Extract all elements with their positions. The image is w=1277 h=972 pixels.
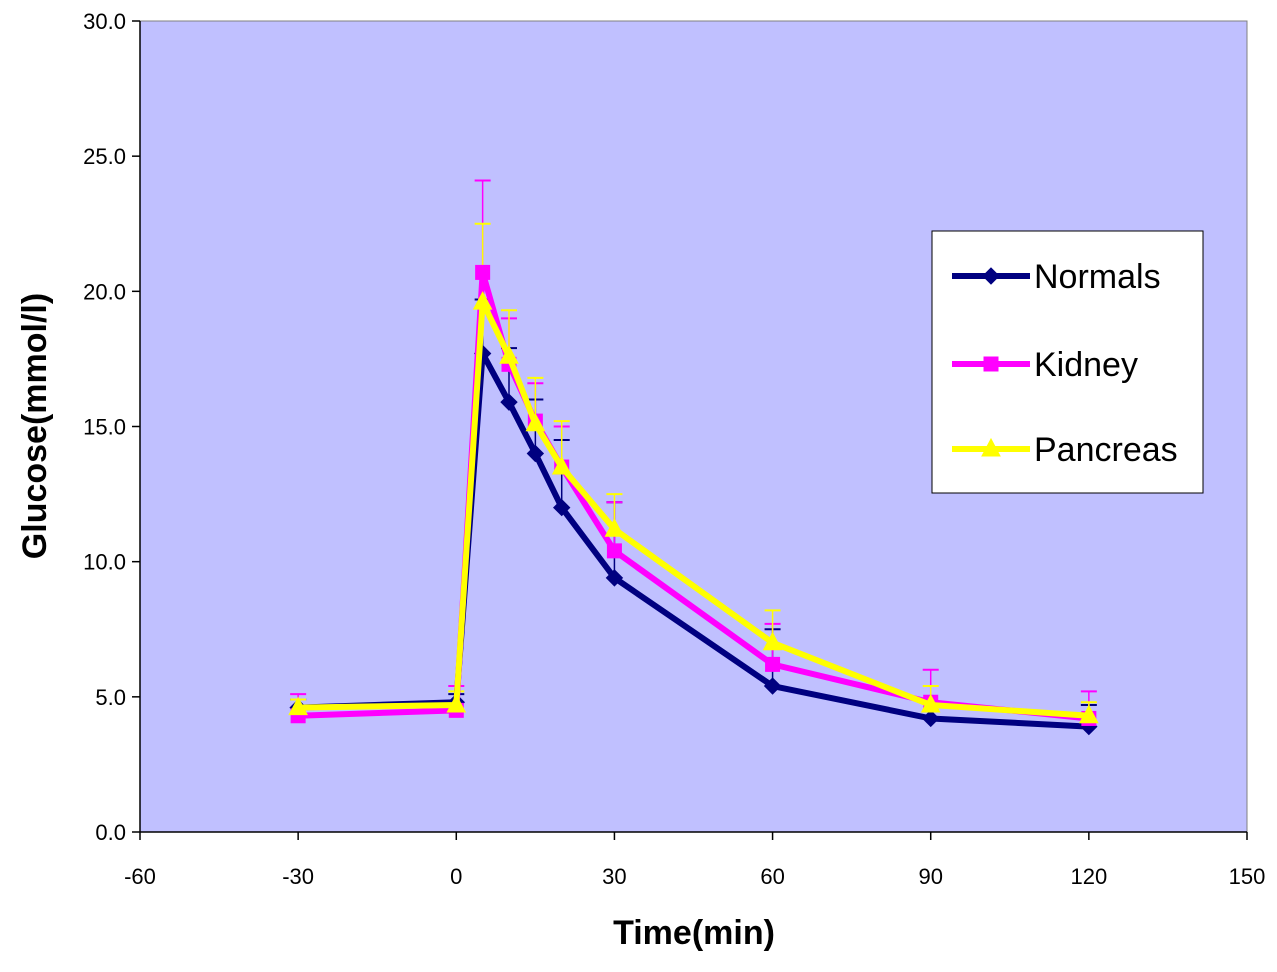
y-tick-label: 15.0: [83, 415, 126, 440]
legend-marker-kidney: [983, 356, 999, 372]
pancreas-line: [298, 299, 1090, 719]
kidney-point: [765, 656, 781, 672]
x-tick-label: 120: [1070, 864, 1107, 889]
y-tick-label: 30.0: [83, 9, 126, 34]
y-tick-label: 20.0: [83, 279, 126, 304]
kidney-point: [606, 543, 622, 559]
y-tick-label: 10.0: [83, 550, 126, 575]
x-tick-label: 30: [602, 864, 626, 889]
kidney-point: [475, 264, 491, 280]
pancreas-point: [1079, 704, 1099, 724]
x-tick-label: -60: [124, 864, 156, 889]
x-tick-label: 0: [450, 864, 462, 889]
x-axis-title: Time(min): [613, 914, 775, 952]
x-tick-label: -30: [282, 864, 314, 889]
x-tick-label: 90: [918, 864, 942, 889]
pancreas-point: [762, 631, 783, 651]
normals-point: [553, 498, 571, 517]
pancreas-point: [551, 455, 572, 475]
y-axis-title: Glucose(mmol/l): [16, 293, 54, 559]
pancreas-point: [604, 518, 625, 537]
x-tick-label: 60: [760, 864, 784, 889]
tick-group: -60 -30 0 30 60 90 120 150 0.0 5.0 10.0 15.0 20.0 25.…: [83, 9, 1265, 889]
series-group: [288, 264, 1099, 736]
pancreas-point: [288, 696, 308, 716]
legend: Normals Kidney Pancreas: [931, 230, 1204, 494]
legend-label-normals: Normals: [1034, 258, 1161, 296]
legend-label-pancreas: Pancreas: [1034, 431, 1178, 469]
y-tick-label: 5.0: [95, 685, 126, 710]
normals-point: [526, 444, 545, 463]
legend-marker-pancreas: [981, 437, 1001, 457]
pancreas-point: [499, 345, 519, 364]
pancreas-point: [446, 693, 467, 713]
normals-point: [500, 393, 518, 411]
x-tick-label: 150: [1229, 864, 1266, 889]
pancreas-point: [472, 291, 493, 310]
legend-marker-normals: [982, 267, 1000, 285]
legend-label-kidney: Kidney: [1034, 346, 1138, 384]
normals-point: [605, 569, 624, 587]
y-tick-label: 0.0: [95, 820, 126, 845]
normals-point: [763, 677, 782, 695]
pancreas-point: [920, 693, 941, 713]
pancreas-point: [525, 412, 546, 432]
normals-point: [922, 709, 940, 728]
y-tick-label: 25.0: [83, 144, 126, 169]
legend-items: Normals Kidney Pancreas: [952, 258, 1178, 469]
